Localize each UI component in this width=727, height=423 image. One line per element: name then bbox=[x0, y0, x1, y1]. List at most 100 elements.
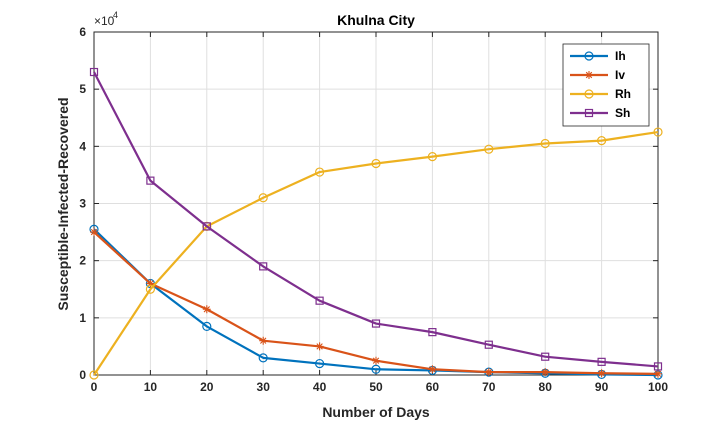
marker-shape bbox=[315, 296, 324, 305]
x-tick-label: 100 bbox=[648, 380, 668, 394]
marker-shape bbox=[541, 352, 550, 361]
data-point-ih bbox=[315, 358, 325, 369]
marker-shape bbox=[202, 222, 211, 231]
data-point-iv bbox=[315, 342, 324, 351]
marker-shape bbox=[202, 305, 211, 314]
data-point-ih bbox=[258, 353, 268, 363]
marker-shape bbox=[315, 167, 325, 177]
legend-marker-rh bbox=[584, 89, 594, 99]
marker-shape bbox=[202, 321, 212, 332]
marker-shape bbox=[428, 365, 437, 374]
data-point-sh bbox=[315, 296, 324, 305]
y-tick-label: 3 bbox=[79, 197, 86, 211]
data-point-iv bbox=[428, 365, 437, 374]
marker-shape bbox=[597, 357, 606, 366]
marker-shape bbox=[597, 369, 606, 378]
marker-shape bbox=[371, 364, 381, 374]
data-point-iv bbox=[202, 305, 211, 314]
data-point-iv bbox=[90, 228, 98, 237]
x-tick-label: 90 bbox=[595, 380, 609, 394]
y-tick-label: 0 bbox=[79, 368, 86, 382]
legend-item-rh: Rh bbox=[570, 87, 631, 101]
series-line-rh bbox=[93, 130, 659, 376]
data-point-iv bbox=[541, 368, 550, 377]
data-point-rh bbox=[596, 136, 607, 146]
data-point-sh bbox=[484, 340, 493, 349]
data-point-sh bbox=[541, 352, 550, 361]
x-axis-label: Number of Days bbox=[322, 404, 430, 420]
marker-shape bbox=[259, 336, 268, 345]
marker-shape bbox=[258, 353, 268, 363]
marker-shape bbox=[89, 370, 99, 380]
marker-shape bbox=[484, 368, 493, 377]
data-point-sh bbox=[653, 362, 663, 371]
marker-shape bbox=[89, 67, 99, 77]
legend-marker-sh bbox=[584, 108, 594, 118]
legend-label-sh: Sh bbox=[615, 106, 630, 120]
x-tick-label: 70 bbox=[482, 380, 496, 394]
data-point-sh bbox=[259, 262, 268, 271]
legend-label-ih: Ih bbox=[615, 49, 626, 63]
series-rh bbox=[89, 127, 663, 380]
y-tick-label: 4 bbox=[79, 139, 86, 153]
x-tick-label: 10 bbox=[144, 380, 158, 394]
legend-label-iv: Iv bbox=[615, 68, 625, 82]
series-iv bbox=[90, 228, 662, 378]
x-tick-label: 40 bbox=[313, 380, 327, 394]
legend-marker-iv bbox=[585, 71, 593, 79]
data-point-sh bbox=[146, 176, 155, 185]
series-line-sh bbox=[93, 71, 659, 368]
marker-shape bbox=[596, 136, 607, 146]
data-point-iv bbox=[372, 356, 380, 365]
y-tick-label: 6 bbox=[79, 25, 86, 39]
series-sh bbox=[89, 67, 663, 371]
marker-shape bbox=[653, 127, 663, 137]
marker-shape bbox=[258, 193, 268, 203]
marker-shape bbox=[584, 108, 594, 118]
data-point-rh bbox=[653, 127, 663, 137]
legend-item-iv: Iv bbox=[570, 68, 625, 82]
marker-shape bbox=[584, 89, 594, 99]
marker-shape bbox=[653, 362, 663, 371]
marker-shape bbox=[540, 138, 550, 149]
legend-item-sh: Sh bbox=[570, 106, 630, 120]
marker-shape bbox=[371, 319, 381, 328]
marker-shape bbox=[654, 369, 662, 378]
y-axis-label: Susceptible-Infected-Recovered bbox=[55, 97, 71, 310]
marker-shape bbox=[484, 144, 494, 154]
y-tick-label: 5 bbox=[79, 82, 86, 96]
x-tick-label: 20 bbox=[200, 380, 214, 394]
data-point-sh bbox=[371, 319, 381, 328]
legend: Ih Iv Rh Sh bbox=[562, 43, 650, 127]
marker-shape bbox=[315, 342, 324, 351]
marker-shape bbox=[90, 228, 98, 237]
y-tick-label: 2 bbox=[79, 254, 86, 268]
data-point-iv bbox=[146, 279, 155, 288]
data-point-rh bbox=[484, 144, 494, 154]
marker-shape bbox=[146, 279, 155, 288]
x-tick-label: 80 bbox=[539, 380, 553, 394]
x-tick-label: 0 bbox=[91, 380, 98, 394]
data-point-ih bbox=[202, 321, 212, 332]
marker-shape bbox=[146, 176, 155, 185]
x-tick-label: 30 bbox=[257, 380, 271, 394]
data-point-rh bbox=[89, 370, 99, 380]
chart-title: Khulna City bbox=[337, 12, 415, 28]
y-multiplier-exponent: 4 bbox=[113, 10, 118, 20]
data-point-rh bbox=[258, 193, 268, 203]
data-point-iv bbox=[484, 368, 493, 377]
data-point-rh bbox=[315, 167, 325, 177]
series-line-ih bbox=[93, 228, 659, 377]
data-point-sh bbox=[89, 67, 99, 77]
y-tick-label: 1 bbox=[79, 311, 86, 325]
data-point-rh bbox=[540, 138, 550, 149]
marker-shape bbox=[315, 358, 325, 369]
data-point-iv bbox=[654, 369, 662, 378]
data-point-iv bbox=[259, 336, 268, 345]
data-point-rh bbox=[145, 284, 155, 294]
legend-label-rh: Rh bbox=[615, 87, 631, 101]
data-point-sh bbox=[202, 222, 211, 231]
axis-ticks: 0 10 20 30 40 50 60 70 80 90 100 0 1 2 3 4 5 6 bbox=[79, 25, 668, 394]
x-tick-label: 60 bbox=[426, 380, 440, 394]
